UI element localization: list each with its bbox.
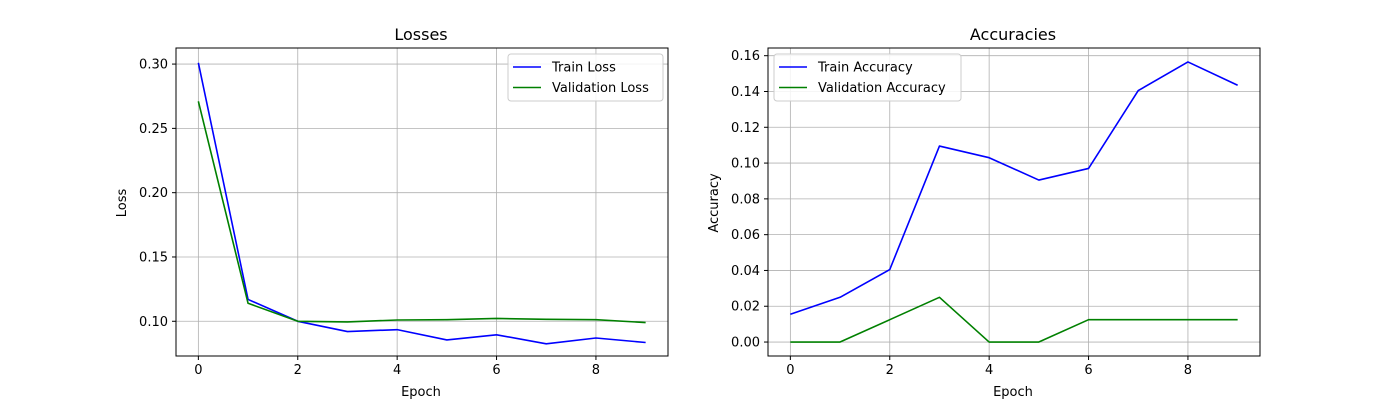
y-tick-label: 0.30	[139, 58, 168, 73]
plot-frame	[175, 47, 669, 357]
y-tick-label: 0.15	[139, 250, 168, 265]
x-axis-label: Epoch	[993, 385, 1033, 400]
chart-accuracies: Accuracies Epoch Accuracy 0 2 4 6 8 0.00 0.02 0…	[707, 25, 1261, 400]
legend-label: Train Accuracy	[817, 61, 913, 76]
legend-box	[773, 53, 962, 102]
legend-label: Train Loss	[551, 61, 616, 76]
x-tick-label: 8	[592, 363, 600, 378]
y-tick-label: 0.04	[731, 264, 760, 279]
legend-label: Validation Loss	[552, 81, 649, 96]
legend-label: Validation Accuracy	[818, 81, 946, 96]
x-axis-label: Epoch	[401, 385, 441, 400]
series-line-validation	[197, 101, 646, 324]
y-tick-label: 0.25	[139, 122, 168, 137]
x-tick-label: 0	[786, 363, 794, 378]
y-tick-label: 0.10	[139, 315, 168, 330]
legend: Train Loss Validation Loss	[507, 53, 664, 102]
y-tick-label: 0.10	[731, 157, 760, 172]
y-tick-label: 0.02	[731, 300, 760, 315]
y-axis-label: Loss	[115, 189, 130, 218]
legend: Train Accuracy Validation Accuracy	[773, 53, 962, 102]
legend-box	[507, 53, 664, 102]
chart-losses: Losses Epoch Loss 0 2 4 6 8 0.10 0.15 0.20 0.25 0…	[115, 25, 669, 400]
y-tick-label: 0.12	[731, 121, 760, 136]
x-tick-label: 0	[194, 363, 202, 378]
x-tick-label: 4	[393, 363, 401, 378]
series-line-validation	[790, 296, 1238, 343]
series-line-train	[197, 62, 646, 345]
x-tick-label: 2	[294, 363, 302, 378]
y-tick-label: 0.08	[731, 192, 760, 207]
y-tick-label: 0.20	[139, 186, 168, 201]
y-tick-label: 0.14	[731, 85, 760, 100]
x-tick-label: 8	[1184, 363, 1192, 378]
chart-title: Losses	[394, 25, 447, 44]
x-tick-label: 6	[1084, 363, 1092, 378]
y-tick-label: 0.06	[731, 228, 760, 243]
series-line-train	[790, 61, 1238, 316]
plot-frame	[767, 47, 1261, 357]
y-tick-label: 0.00	[731, 336, 760, 351]
x-tick-label: 4	[985, 363, 993, 378]
chart-title: Accuracies	[970, 25, 1056, 44]
x-tick-label: 2	[886, 363, 894, 378]
y-tick-label: 0.16	[731, 49, 760, 64]
y-axis-label: Accuracy	[707, 173, 722, 233]
x-tick-label: 6	[492, 363, 500, 378]
